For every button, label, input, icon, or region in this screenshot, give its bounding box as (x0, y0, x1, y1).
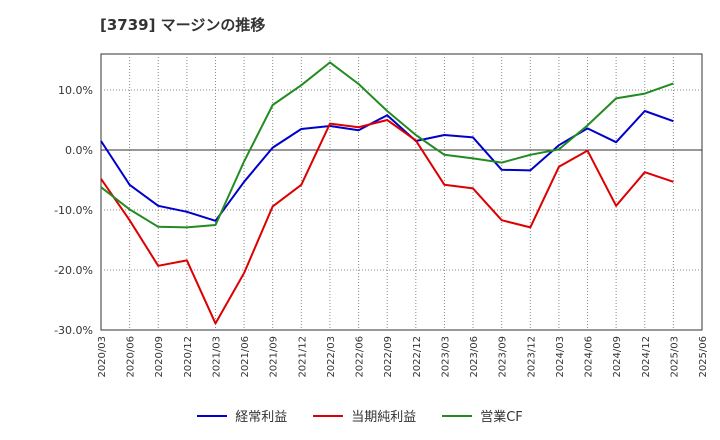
x-tick-label: 2022/03 (326, 336, 337, 378)
legend-swatch (313, 414, 344, 417)
x-tick-label: 2025/06 (698, 336, 709, 378)
x-tick-label: 2022/06 (355, 336, 366, 378)
legend-label: 当期純利益 (351, 410, 417, 425)
x-tick-label: 2021/06 (240, 336, 251, 378)
legend-swatch (442, 414, 473, 417)
x-tick-label: 2022/12 (412, 336, 423, 378)
y-tick-label: -10.0% (54, 204, 93, 217)
x-tick-label: 2023/06 (469, 336, 480, 378)
legend-item-3: 営業CF (442, 406, 523, 425)
x-tick-label: 2020/06 (126, 336, 137, 378)
x-tick-label: 2023/09 (498, 336, 509, 378)
legend-item-2: 当期純利益 (313, 406, 416, 425)
legend-label: 営業CF (480, 410, 523, 425)
y-tick-label: -20.0% (54, 264, 93, 277)
y-tick-label: 10.0% (58, 84, 93, 97)
y-tick-label: -30.0% (54, 324, 93, 337)
x-tick-label: 2021/09 (269, 336, 280, 378)
y-tick-label: 0.0% (65, 144, 93, 157)
x-tick-label: 2023/03 (440, 336, 451, 378)
x-tick-label: 2024/03 (555, 336, 566, 378)
legend-item-1: 経常利益 (197, 406, 287, 425)
chart-title: [3739] マージンの推移 (100, 16, 266, 34)
x-tick-label: 2024/09 (612, 336, 623, 378)
series-line-2 (100, 119, 674, 325)
legend: 経常利益 当期純利益 営業CF (0, 406, 720, 425)
x-tick-label: 2024/06 (584, 336, 595, 378)
x-tick-label: 2022/09 (383, 336, 394, 378)
series-line-3 (100, 61, 674, 229)
x-tick-label: 2020/03 (97, 336, 108, 378)
x-tick-label: 2025/03 (669, 336, 680, 378)
plot-area (100, 53, 703, 331)
legend-label: 経常利益 (235, 410, 288, 425)
x-tick-label: 2021/03 (211, 336, 222, 378)
x-tick-label: 2020/09 (154, 336, 165, 378)
x-tick-label: 2020/12 (183, 336, 194, 378)
legend-swatch (197, 414, 228, 417)
x-tick-label: 2021/12 (297, 336, 308, 378)
x-tick-label: 2024/12 (641, 336, 652, 378)
x-tick-label: 2023/12 (526, 336, 537, 378)
